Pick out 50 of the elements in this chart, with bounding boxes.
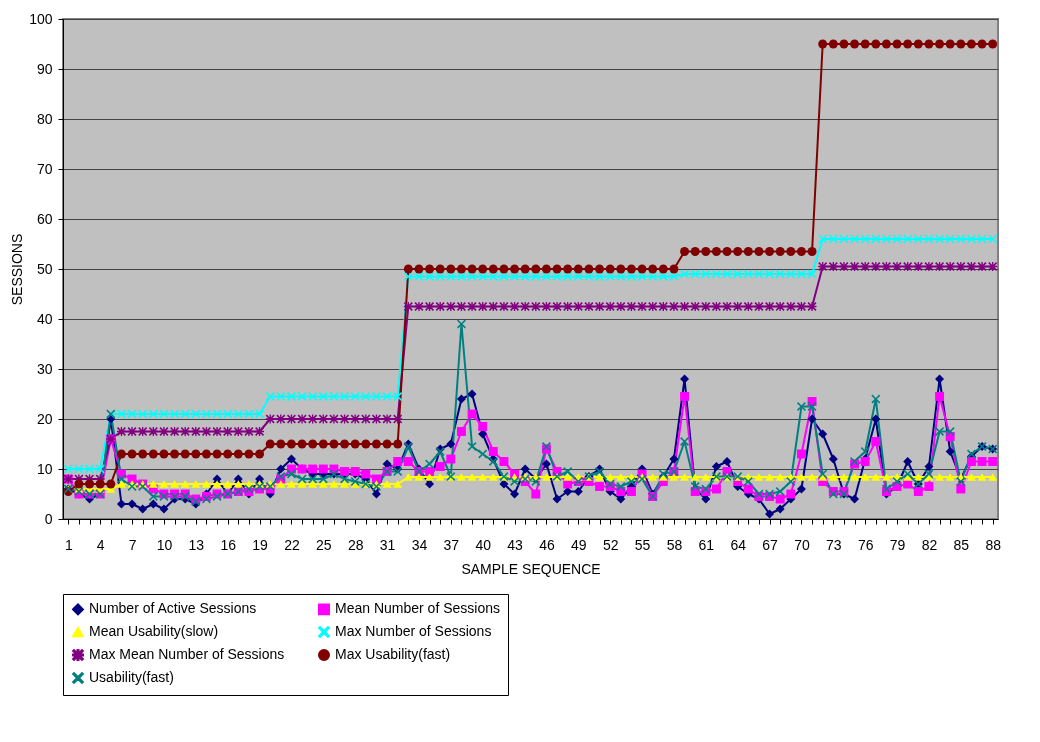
- x-axis-title: SAMPLE SEQUENCE: [461, 560, 601, 577]
- legend-label: Max Usability(fast): [335, 646, 451, 662]
- x-tick-label: 85: [953, 536, 970, 553]
- x-tick-label: 22: [284, 536, 300, 553]
- x-tick-label: 67: [762, 536, 779, 553]
- x-tick-label: 43: [507, 536, 524, 553]
- y-tick-label: 90: [36, 60, 53, 77]
- x-tick-label: 55: [634, 536, 651, 553]
- x-tick-label: 37: [443, 536, 460, 553]
- x-tick-label: 88: [985, 536, 1002, 553]
- x-tick-label: 61: [698, 536, 715, 553]
- x-tick-label: 64: [730, 536, 747, 553]
- x-tick-label: 19: [252, 536, 269, 553]
- y-tick-label: 100: [29, 10, 53, 27]
- legend-label: Max Number of Sessions: [335, 623, 492, 639]
- x-tick-label: 4: [96, 536, 105, 553]
- legend-label: Usability(fast): [89, 669, 174, 685]
- x-tick-label: 40: [475, 536, 492, 553]
- legend-label: Mean Number of Sessions: [335, 600, 500, 617]
- x-tick-label: 1: [64, 536, 73, 553]
- x-tick-label: 46: [539, 536, 555, 553]
- y-axis-title: SESSIONS: [9, 233, 26, 306]
- y-tick-label: 30: [36, 360, 53, 377]
- x-tick-label: 10: [156, 536, 173, 553]
- y-tick-label: 50: [36, 260, 53, 277]
- x-tick-label: 25: [316, 536, 332, 553]
- x-tick-label: 79: [889, 536, 906, 553]
- y-tick-label: 20: [36, 410, 53, 427]
- legend-label: Mean Usability(slow): [89, 623, 219, 639]
- y-tick-label: 70: [36, 160, 53, 177]
- y-tick-label: 10: [36, 460, 53, 477]
- y-tick-label: 40: [36, 310, 53, 327]
- x-tick-label: 58: [666, 536, 683, 553]
- x-tick-label: 82: [921, 536, 938, 553]
- x-tick-label: 34: [411, 536, 428, 553]
- x-tick-label: 76: [857, 536, 874, 553]
- legend-label: Max Mean Number of Sessions: [89, 646, 285, 662]
- y-tick-label: 0: [44, 510, 53, 527]
- y-tick-label: 60: [36, 210, 53, 227]
- x-tick-label: 16: [220, 536, 237, 553]
- x-tick-label: 73: [826, 536, 842, 553]
- x-tick-label: 31: [379, 536, 396, 553]
- x-tick-label: 7: [128, 536, 137, 553]
- x-tick-label: 49: [571, 536, 587, 553]
- y-tick-label: 80: [36, 110, 53, 127]
- x-tick-label: 28: [347, 536, 364, 553]
- x-tick-label: 13: [188, 536, 205, 553]
- x-tick-label: 52: [602, 536, 619, 553]
- x-tick-label: 70: [794, 536, 810, 553]
- legend-label: Number of Active Sessions: [89, 600, 257, 617]
